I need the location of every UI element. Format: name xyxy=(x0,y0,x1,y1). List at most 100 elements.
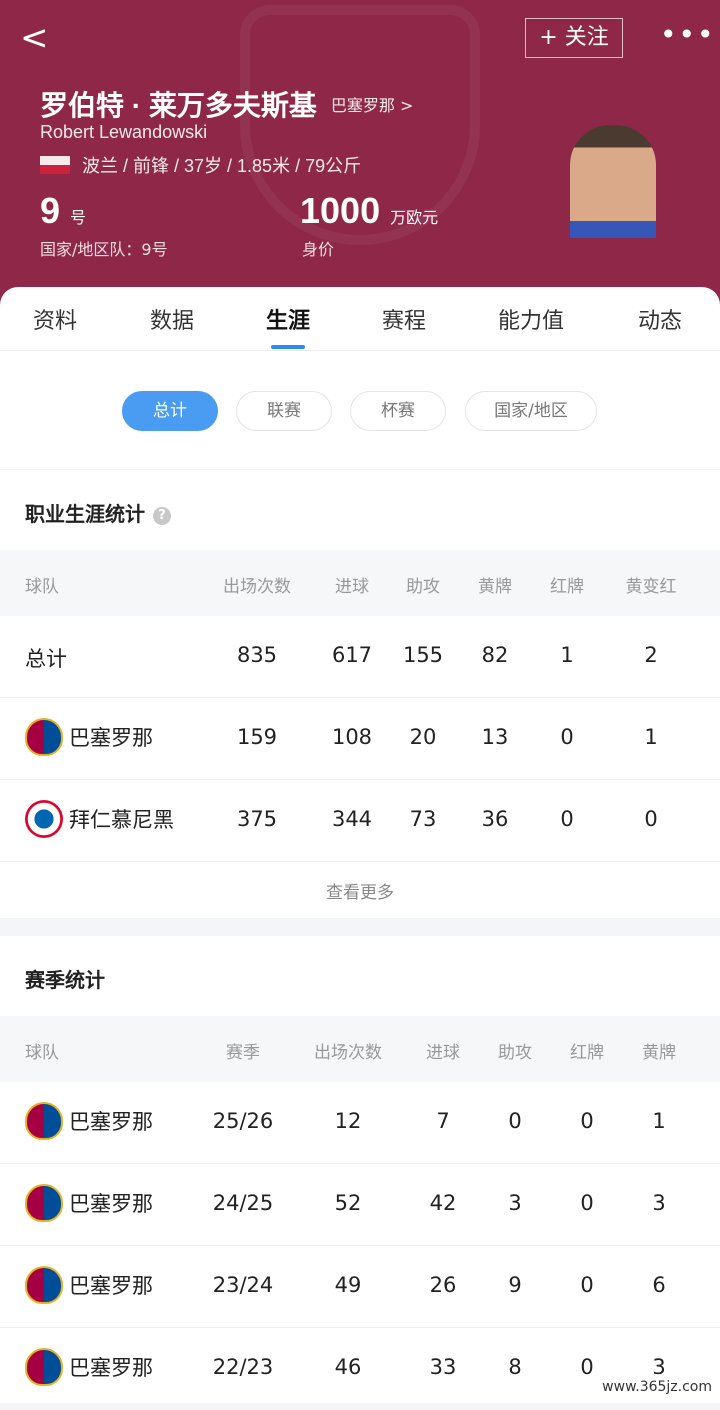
stat-cell: 0 xyxy=(560,807,573,831)
content-card: 资料 数据 生涯 赛程 能力值 动态 总计 联赛 杯赛 国家/地区 xyxy=(0,287,720,469)
shirt-number-row: 9 号 xyxy=(40,190,86,232)
table-row[interactable]: 巴塞罗那 159 108 20 13 0 1 xyxy=(0,698,720,780)
player-photo xyxy=(570,125,656,238)
bayern-crest-icon xyxy=(25,800,63,838)
team-cell: 巴塞罗那 xyxy=(25,1348,153,1386)
stat-cell: 344 xyxy=(332,807,372,831)
col-apps: 出场次数 xyxy=(314,1038,382,1063)
stat-cell: 1 xyxy=(560,643,573,667)
filter-league[interactable]: 联赛 xyxy=(236,391,332,431)
team-name: 拜仁慕尼黑 xyxy=(69,804,174,834)
filter-chips: 总计 联赛 杯赛 国家/地区 xyxy=(0,351,720,469)
player-meta: 波兰 / 前锋 / 37岁 / 1.85米 / 79公斤 xyxy=(40,152,361,178)
player-name: 罗伯特 · 莱万多夫斯基 xyxy=(40,84,317,124)
team-cell: 拜仁慕尼黑 xyxy=(25,800,174,838)
stat-cell: 49 xyxy=(335,1273,362,1297)
stat-cell: 155 xyxy=(403,643,443,667)
shirt-number: 9 xyxy=(40,190,60,232)
stat-cell: 22/23 xyxy=(213,1355,274,1379)
more-icon[interactable]: ••• xyxy=(660,18,716,51)
tab-data[interactable]: 数据 xyxy=(150,303,194,335)
barcelona-crest-icon xyxy=(25,1266,63,1304)
filter-national[interactable]: 国家/地区 xyxy=(465,391,597,431)
tab-schedule[interactable]: 赛程 xyxy=(382,303,426,335)
team-cell: 巴塞罗那 xyxy=(25,1102,153,1140)
stat-cell: 3 xyxy=(652,1191,665,1215)
market-value-label: 身价 xyxy=(302,236,334,260)
team-cell: 巴塞罗那 xyxy=(25,718,153,756)
stat-cell: 42 xyxy=(430,1191,457,1215)
stat-cell: 6 xyxy=(652,1273,665,1297)
stat-cell: 46 xyxy=(335,1355,362,1379)
stat-cell: 12 xyxy=(335,1109,362,1133)
market-value: 1000 xyxy=(300,190,380,232)
col-assists: 助攻 xyxy=(406,572,440,597)
market-value-unit: 万欧元 xyxy=(390,204,438,228)
tab-bar: 资料 数据 生涯 赛程 能力值 动态 xyxy=(0,287,720,351)
stat-cell: 0 xyxy=(560,725,573,749)
stat-cell: 108 xyxy=(332,725,372,749)
club-link[interactable]: 巴塞罗那 > xyxy=(331,92,414,116)
career-table-header: 球队 出场次数 进球 助攻 黄牌 红牌 黄变红 xyxy=(0,550,720,616)
team-name: 总计 xyxy=(25,643,67,673)
stat-cell: 8 xyxy=(508,1355,521,1379)
meta-text: 波兰 / 前锋 / 37岁 / 1.85米 / 79公斤 xyxy=(82,152,361,178)
poland-flag-icon xyxy=(40,156,70,174)
stat-cell: 0 xyxy=(644,807,657,831)
filter-total[interactable]: 总计 xyxy=(122,391,218,431)
market-value-row: 1000 万欧元 xyxy=(300,190,438,232)
stat-cell: 36 xyxy=(482,807,509,831)
shirt-number-unit: 号 xyxy=(70,204,86,228)
stat-cell: 13 xyxy=(482,725,509,749)
player-header: < + 关注 ••• 罗伯特 · 莱万多夫斯基 巴塞罗那 > Robert Le… xyxy=(0,0,720,310)
col-red: 红牌 xyxy=(570,1038,604,1063)
barcelona-crest-icon xyxy=(25,1348,63,1386)
team-name: 巴塞罗那 xyxy=(69,1352,153,1382)
tab-news[interactable]: 动态 xyxy=(638,303,682,335)
help-icon[interactable]: ? xyxy=(153,507,171,525)
stat-cell: 33 xyxy=(430,1355,457,1379)
col-yellow: 黄牌 xyxy=(478,572,512,597)
follow-button[interactable]: + 关注 xyxy=(525,18,623,58)
stat-cell: 0 xyxy=(580,1191,593,1215)
stat-cell: 1 xyxy=(652,1109,665,1133)
tab-profile[interactable]: 资料 xyxy=(33,303,77,335)
col-goals: 进球 xyxy=(426,1038,460,1063)
season-stats-title: 赛季统计 xyxy=(25,964,105,993)
stat-cell: 159 xyxy=(237,725,277,749)
stat-cell: 82 xyxy=(482,643,509,667)
stat-cell: 73 xyxy=(410,807,437,831)
filter-cup[interactable]: 杯赛 xyxy=(350,391,446,431)
team-cell: 总计 xyxy=(25,643,67,673)
stat-cell: 0 xyxy=(580,1109,593,1133)
stat-cell: 24/25 xyxy=(213,1191,274,1215)
stat-cell: 9 xyxy=(508,1273,521,1297)
team-cell: 巴塞罗那 xyxy=(25,1266,153,1304)
col-second-yellow: 黄变红 xyxy=(626,572,677,597)
stat-cell: 52 xyxy=(335,1191,362,1215)
career-stats-title: 职业生涯统计? xyxy=(25,498,171,527)
stat-cell: 2 xyxy=(644,643,657,667)
back-icon[interactable]: < xyxy=(20,20,49,56)
col-team: 球队 xyxy=(25,572,59,597)
stat-cell: 25/26 xyxy=(213,1109,274,1133)
col-assists: 助攻 xyxy=(498,1038,532,1063)
tab-career[interactable]: 生涯 xyxy=(266,303,310,335)
see-more-button[interactable]: 查看更多 xyxy=(0,878,720,903)
barcelona-crest-icon xyxy=(25,718,63,756)
col-red: 红牌 xyxy=(550,572,584,597)
team-name: 巴塞罗那 xyxy=(69,1106,153,1136)
stat-cell: 0 xyxy=(580,1273,593,1297)
stat-cell: 20 xyxy=(410,725,437,749)
stat-cell: 3 xyxy=(508,1191,521,1215)
stat-cell: 1 xyxy=(644,725,657,749)
tab-ability[interactable]: 能力值 xyxy=(498,303,564,335)
stat-cell: 7 xyxy=(436,1109,449,1133)
